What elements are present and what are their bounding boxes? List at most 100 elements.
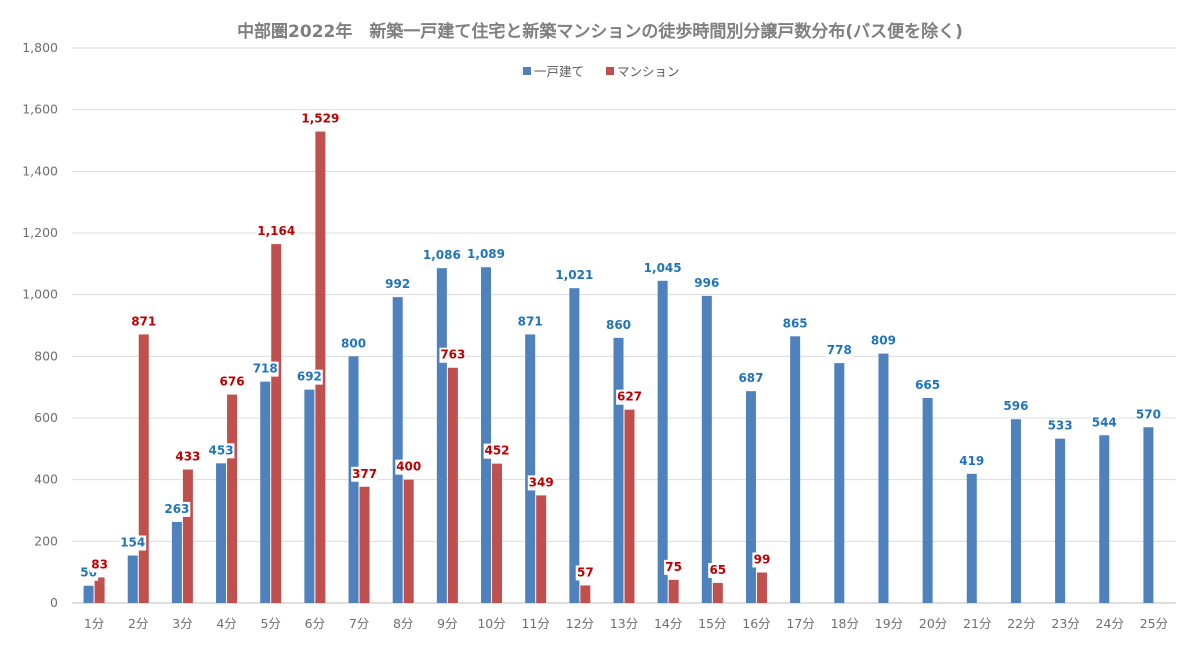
bar-series-2 — [138, 334, 149, 603]
data-label-series-2: 627 — [617, 390, 642, 404]
data-label-series-1: 1,086 — [423, 248, 461, 262]
data-label-background — [914, 377, 942, 393]
y-tick-label: 1,800 — [22, 40, 58, 55]
data-label-series-1: 544 — [1092, 415, 1117, 429]
bar-series-2 — [403, 479, 414, 603]
y-tick-label: 800 — [34, 348, 58, 363]
bar-series-2 — [315, 131, 326, 603]
bar-series-1 — [171, 521, 182, 603]
data-label-background — [439, 347, 467, 363]
data-label-series-2: 433 — [175, 449, 200, 463]
bar-series-1 — [1143, 427, 1154, 603]
data-label-background — [616, 389, 643, 405]
bar-series-2 — [756, 572, 767, 603]
bar-series-2 — [271, 244, 282, 603]
data-label-series-2: 65 — [709, 563, 726, 577]
data-label-background — [870, 333, 897, 349]
data-label-background — [465, 247, 508, 263]
data-label-background — [89, 557, 110, 573]
data-label-series-1: 718 — [253, 362, 278, 376]
data-label-series-1: 1,021 — [555, 268, 593, 282]
bar-series-1 — [966, 473, 977, 603]
legend-swatch-series-1 — [523, 67, 531, 75]
data-label-series-1: 1,089 — [467, 247, 505, 261]
data-label-series-2: 763 — [440, 348, 465, 362]
data-label-background — [255, 224, 298, 240]
x-tick-label: 2分 — [128, 616, 148, 631]
legend: 一戸建て マンション — [523, 64, 680, 79]
data-label-series-1: 453 — [209, 443, 234, 457]
data-label-background — [174, 449, 202, 465]
data-label-background — [1002, 399, 1030, 415]
bar-series-1 — [83, 585, 94, 603]
data-label-series-1: 996 — [694, 276, 719, 290]
bar-series-1 — [1010, 419, 1021, 603]
x-tick-label: 11分 — [521, 616, 549, 631]
data-label-background — [395, 459, 423, 475]
data-label-series-1: 687 — [738, 371, 763, 385]
x-tick-label: 5分 — [260, 616, 280, 631]
x-tick-label: 13分 — [610, 616, 638, 631]
bar-series-1 — [1055, 438, 1066, 603]
data-label-background — [1090, 415, 1118, 431]
data-label-series-1: 596 — [1003, 399, 1028, 413]
legend-label-series-1: 一戸建て — [534, 64, 584, 79]
bar-series-2 — [94, 577, 105, 603]
data-label-background — [708, 562, 728, 578]
data-label-background — [605, 317, 632, 333]
x-tick-label: 22分 — [1007, 616, 1035, 631]
data-label-background — [958, 453, 986, 469]
bar-series-2 — [359, 486, 370, 603]
data-label-background — [527, 475, 555, 491]
data-label-series-1: 1,045 — [644, 261, 682, 275]
x-tick-label: 7分 — [349, 616, 369, 631]
data-label-background — [664, 559, 684, 575]
data-label-series-2: 83 — [91, 557, 108, 571]
bar-series-1 — [657, 280, 668, 603]
x-tick-label: 4分 — [216, 616, 236, 631]
data-label-series-1: 154 — [120, 536, 145, 550]
data-label-background — [295, 369, 323, 385]
bar-series-1 — [525, 334, 536, 603]
bar-series-2 — [492, 463, 503, 603]
y-tick-label: 0 — [50, 595, 58, 610]
data-label-series-2: 400 — [396, 460, 421, 474]
data-label-series-2: 99 — [754, 552, 771, 566]
data-label-background — [553, 268, 596, 284]
bar-series-2 — [227, 394, 238, 603]
bar-series-2 — [447, 367, 458, 603]
data-label-background — [384, 277, 412, 293]
y-tick-label: 1,400 — [22, 163, 58, 178]
y-tick-label: 1,000 — [22, 287, 58, 302]
bar-series-1 — [304, 389, 315, 603]
data-label-series-2: 676 — [220, 375, 245, 389]
data-label-background — [340, 336, 367, 352]
bar-series-1 — [1099, 435, 1110, 603]
x-tick-label: 9分 — [437, 616, 457, 631]
x-tick-label: 17分 — [786, 616, 814, 631]
data-label-background — [825, 343, 853, 359]
x-tick-label: 10分 — [477, 616, 505, 631]
x-tick-label: 24分 — [1096, 616, 1124, 631]
data-label-series-2: 349 — [529, 475, 554, 489]
chart-title: 中部圏2022年 新築一戸建て住宅と新築マンションの徒歩時間別分譲戸数分布(バス… — [237, 21, 963, 42]
data-label-series-1: 692 — [297, 370, 322, 384]
data-label-background — [752, 552, 772, 568]
data-label-series-2: 57 — [577, 565, 594, 579]
bar-series-1 — [436, 268, 447, 603]
data-label-series-1: 865 — [783, 316, 808, 330]
y-tick-label: 1,600 — [22, 102, 58, 117]
data-label-series-1: 871 — [518, 314, 543, 328]
legend-swatch-series-2 — [606, 67, 614, 75]
bar-series-2 — [624, 409, 635, 603]
data-label-series-2: 377 — [352, 467, 377, 481]
bar-series-2 — [712, 582, 723, 603]
data-label-background — [351, 466, 378, 482]
bar-series-2 — [536, 495, 547, 603]
x-tick-label: 21分 — [963, 616, 991, 631]
bar-series-2 — [668, 579, 679, 603]
data-label-series-1: 992 — [385, 277, 410, 291]
bar-series-1 — [127, 555, 138, 603]
x-tick-label: 12分 — [566, 616, 594, 631]
